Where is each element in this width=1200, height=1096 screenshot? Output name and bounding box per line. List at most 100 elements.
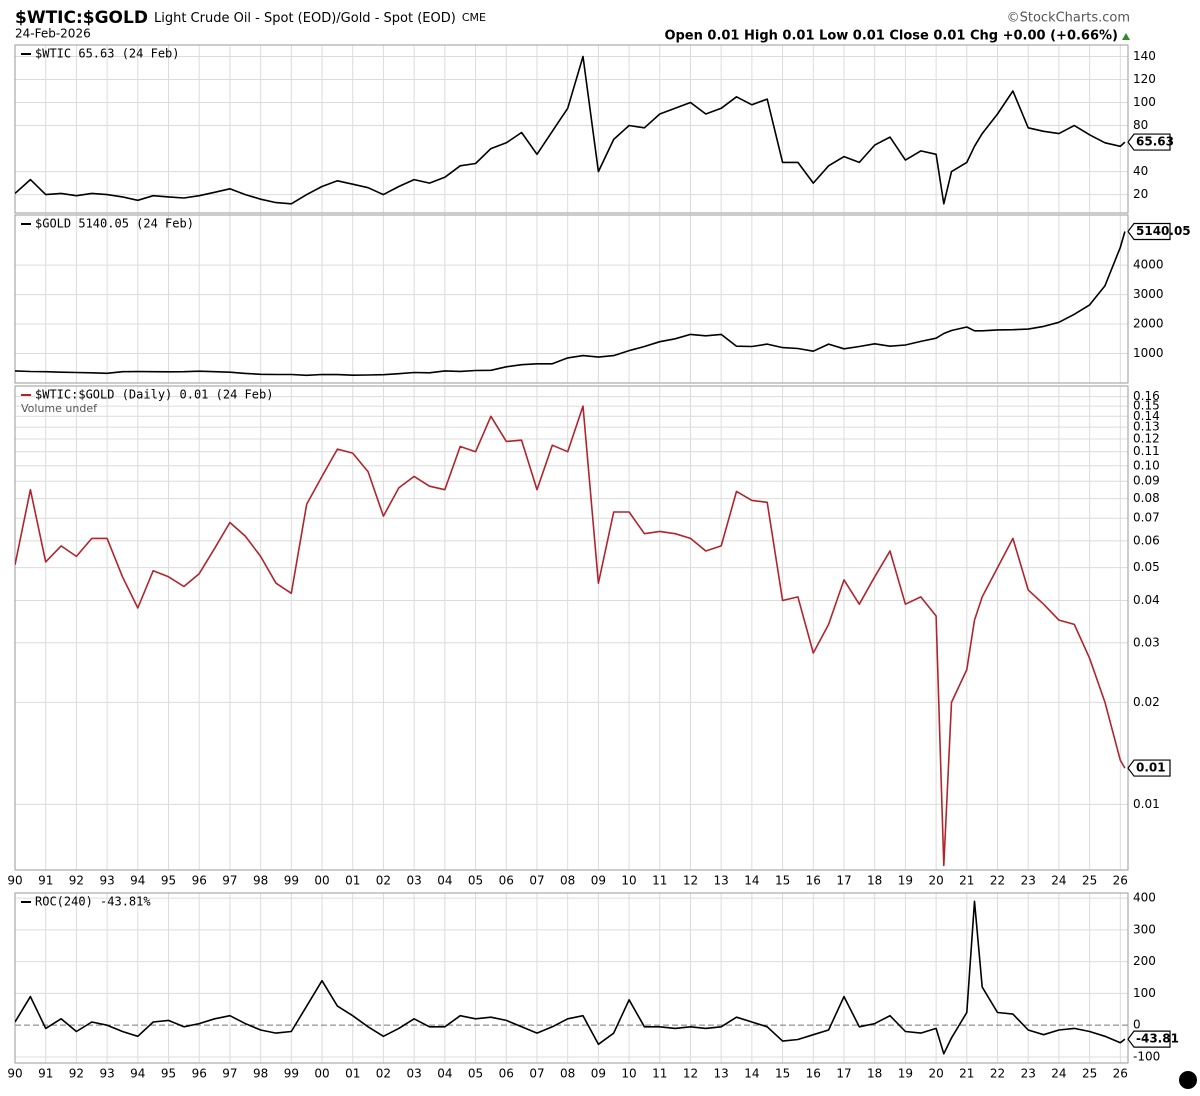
y-tick-label: 40 <box>1133 164 1148 178</box>
x-tick-label: 90 <box>7 874 22 888</box>
x-tick-label: 02 <box>376 874 391 888</box>
panel-frame <box>14 385 1129 871</box>
x-tick-label: 24 <box>1051 874 1066 888</box>
x-tick-label: 12 <box>683 1067 698 1081</box>
x-tick-label: 00 <box>314 874 329 888</box>
last-value-label: 5140.05 <box>1136 224 1191 238</box>
y-tick-label: 0.13 <box>1133 420 1160 434</box>
x-tick-label: 05 <box>468 874 483 888</box>
quote: Open 0.01 High 0.01 Low 0.01 Close 0.01 … <box>664 29 1118 44</box>
x-tick-label: 94 <box>130 874 145 888</box>
x-tick-label: 25 <box>1082 1067 1097 1081</box>
x-tick-label: 21 <box>959 874 974 888</box>
x-tick-label: 07 <box>529 1067 544 1081</box>
x-tick-label: 10 <box>621 874 636 888</box>
y-tick-label: 200 <box>1133 954 1156 968</box>
y-tick-label: 3000 <box>1133 287 1164 301</box>
x-tick-label: 96 <box>192 1067 207 1081</box>
last-value-label: -43.81 <box>1136 1032 1179 1046</box>
series-line <box>15 231 1126 377</box>
x-tick-label: 01 <box>345 1067 360 1081</box>
x-tick-label: 02 <box>376 1067 391 1081</box>
series-line <box>15 900 1126 1055</box>
y-tick-label: 0.08 <box>1133 491 1160 505</box>
y-tick-label: 100 <box>1133 95 1156 109</box>
x-tick-label: 15 <box>775 874 790 888</box>
last-value-tag <box>1127 759 1171 777</box>
y-tick-label: 4000 <box>1133 258 1164 272</box>
y-tick-label: 0.04 <box>1133 593 1160 607</box>
y-tick-label: 120 <box>1133 72 1156 86</box>
y-tick-label: 0.05 <box>1133 560 1160 574</box>
x-tick-label: 19 <box>898 874 913 888</box>
x-tick-label: 97 <box>222 874 237 888</box>
date: 24-Feb-2026 <box>15 27 91 41</box>
x-tick-label: 19 <box>898 1067 913 1081</box>
y-tick-label: 140 <box>1133 49 1156 63</box>
x-tick-label: 16 <box>806 1067 821 1081</box>
chart-subtitle: Light Crude Oil - Spot (EOD)/Gold - Spot… <box>154 11 456 26</box>
panel-frame <box>14 892 1129 1064</box>
x-tick-label: 93 <box>99 874 114 888</box>
y-tick-label: 0.02 <box>1133 695 1160 709</box>
x-tick-label: 00 <box>314 1067 329 1081</box>
x-tick-label: 14 <box>744 874 759 888</box>
x-tick-label: 04 <box>437 1067 452 1081</box>
x-tick-label: 93 <box>99 1067 114 1081</box>
x-tick-label: 12 <box>683 874 698 888</box>
x-tick-label: 23 <box>1021 874 1036 888</box>
y-tick-label: 0.09 <box>1133 474 1160 488</box>
x-tick-label: 26 <box>1113 874 1128 888</box>
series-line <box>15 405 1126 867</box>
x-tick-label: 26 <box>1113 1067 1128 1081</box>
x-tick-label: 07 <box>529 874 544 888</box>
x-tick-label: 25 <box>1082 874 1097 888</box>
y-tick-label: 0.01 <box>1133 797 1160 811</box>
x-tick-label: 05 <box>468 1067 483 1081</box>
y-tick-label: 0.11 <box>1133 444 1160 458</box>
x-tick-label: 08 <box>560 874 575 888</box>
panel-frame <box>14 214 1129 384</box>
x-tick-label: 09 <box>591 874 606 888</box>
x-tick-label: 23 <box>1021 1067 1036 1081</box>
x-tick-label: 95 <box>161 1067 176 1081</box>
y-tick-label: 0.06 <box>1133 533 1160 547</box>
x-tick-label: 13 <box>714 874 729 888</box>
y-tick-label: 20 <box>1133 187 1148 201</box>
x-tick-label: 16 <box>806 874 821 888</box>
x-tick-label: 15 <box>775 1067 790 1081</box>
x-tick-label: 17 <box>836 1067 851 1081</box>
y-tick-label: 300 <box>1133 922 1156 936</box>
last-value-tag <box>1127 1030 1171 1048</box>
annotation: Volume undef <box>21 402 98 415</box>
x-tick-label: 97 <box>222 1067 237 1081</box>
x-tick-label: 99 <box>284 1067 299 1081</box>
x-tick-label: 20 <box>928 1067 943 1081</box>
y-tick-label: 100 <box>1133 986 1156 1000</box>
x-tick-label: 91 <box>38 1067 53 1081</box>
corner-dot <box>1179 1071 1197 1089</box>
x-tick-label: 24 <box>1051 1067 1066 1081</box>
y-tick-label: 0.15 <box>1133 399 1160 413</box>
y-tick-label: 2000 <box>1133 317 1164 331</box>
y-tick-label: 400 <box>1133 891 1156 905</box>
x-tick-label: 18 <box>867 1067 882 1081</box>
x-tick-label: 06 <box>499 1067 514 1081</box>
exchange: CME <box>462 11 486 24</box>
y-tick-label: 0.16 <box>1133 389 1160 403</box>
x-tick-label: 91 <box>38 874 53 888</box>
x-tick-label: 08 <box>560 1067 575 1081</box>
x-tick-label: 03 <box>407 874 422 888</box>
y-tick-label: 0.12 <box>1133 431 1160 445</box>
x-tick-label: 99 <box>284 874 299 888</box>
panel-frame <box>14 44 1129 214</box>
y-tick-label: 80 <box>1133 118 1148 132</box>
y-tick-label: 0.10 <box>1133 458 1160 472</box>
y-tick-label: 0 <box>1133 1018 1141 1032</box>
x-tick-label: 11 <box>652 874 667 888</box>
x-tick-label: 92 <box>69 1067 84 1081</box>
last-value-tag <box>1127 222 1171 241</box>
x-tick-label: 92 <box>69 874 84 888</box>
x-tick-label: 94 <box>130 1067 145 1081</box>
x-tick-label: 14 <box>744 1067 759 1081</box>
